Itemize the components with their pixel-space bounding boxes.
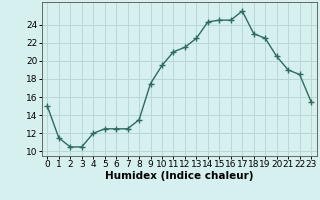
X-axis label: Humidex (Indice chaleur): Humidex (Indice chaleur) — [105, 171, 253, 181]
